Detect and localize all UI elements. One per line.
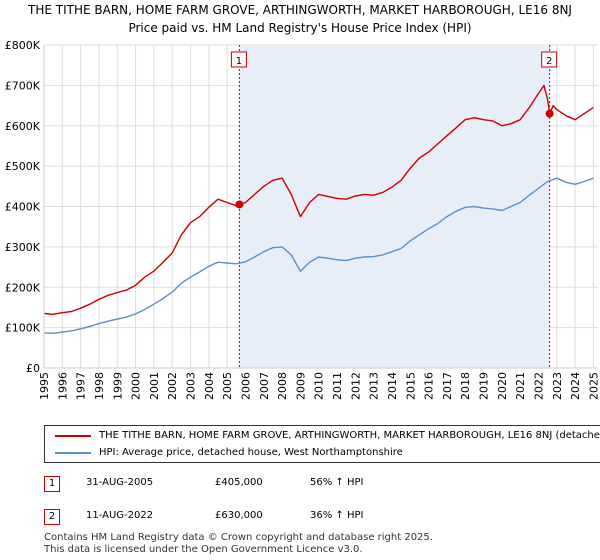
transaction-badge: 1 xyxy=(44,476,60,492)
x-tick-label: 2001 xyxy=(148,372,161,400)
chart-title: THE TITHE BARN, HOME FARM GROVE, ARTHING… xyxy=(28,3,572,17)
x-tick-label: 2008 xyxy=(276,372,289,400)
x-tick-label: 1997 xyxy=(75,372,88,400)
sale-point xyxy=(545,109,554,118)
y-tick-label: £300K xyxy=(5,241,41,254)
sale-badge xyxy=(230,51,247,68)
x-tick-label: 2013 xyxy=(368,372,381,400)
x-tick-label: 2011 xyxy=(331,372,344,400)
transaction-date: 31-AUG-2005 xyxy=(86,477,154,488)
x-tick-label: 2025 xyxy=(587,372,600,400)
hpi-line xyxy=(43,177,594,334)
x-tick-label: 2023 xyxy=(551,372,564,400)
x-tick-label: 2016 xyxy=(423,372,436,400)
y-tick-label: £600K xyxy=(5,120,41,133)
y-tick-label: £0 xyxy=(26,362,40,375)
legend: THE TITHE BARN, HOME FARM GROVE, ARTHING… xyxy=(44,425,600,463)
footer-licence: This data is licensed under the Open Gov… xyxy=(44,544,363,555)
sale-badge-label: 1 xyxy=(236,56,242,67)
x-tick-label: 2002 xyxy=(166,372,179,400)
x-tick-label: 2015 xyxy=(404,372,417,400)
x-tick-label: 2009 xyxy=(294,372,307,400)
x-tick-label: 2010 xyxy=(313,372,326,400)
x-tick-label: 2024 xyxy=(569,372,582,400)
x-tick-label: 1999 xyxy=(111,372,124,400)
property-price-line xyxy=(43,84,594,315)
sale-badge-label: 2 xyxy=(546,56,552,67)
x-tick-label: 2004 xyxy=(203,372,216,400)
legend-swatch-property xyxy=(55,435,91,437)
y-tick-label: £800K xyxy=(5,39,41,52)
x-tick-label: 2022 xyxy=(532,372,545,400)
y-tick-label: £400K xyxy=(5,201,41,214)
ownership-shade xyxy=(239,45,550,368)
legend-label-hpi: HPI: Average price, detached house, West… xyxy=(99,447,403,458)
legend-swatch-hpi xyxy=(55,452,91,454)
y-tick-label: £700K xyxy=(5,79,41,92)
x-tick-label: 2007 xyxy=(258,372,271,400)
x-tick-label: 2005 xyxy=(221,372,234,400)
transaction-badge: 2 xyxy=(44,509,60,525)
x-tick-label: 2021 xyxy=(514,372,527,400)
transaction-date: 11-AUG-2022 xyxy=(86,510,154,521)
sale-badge xyxy=(541,51,558,68)
x-tick-label: 1995 xyxy=(38,372,51,400)
x-tick-label: 2017 xyxy=(441,372,454,400)
sale-point xyxy=(235,200,244,209)
y-tick-label: £500K xyxy=(5,160,41,173)
x-tick-label: 2014 xyxy=(386,372,399,400)
x-tick-label: 2000 xyxy=(130,372,143,400)
y-tick-label: £100K xyxy=(5,322,41,335)
x-tick-label: 2012 xyxy=(349,372,362,400)
legend-label-property: THE TITHE BARN, HOME FARM GROVE, ARTHING… xyxy=(99,430,600,441)
x-tick-label: 2019 xyxy=(478,372,491,400)
x-tick-label: 1998 xyxy=(93,372,106,400)
transaction-price: £630,000 xyxy=(215,510,263,521)
legend-item-property: THE TITHE BARN, HOME FARM GROVE, ARTHING… xyxy=(45,428,600,444)
footer-copyright: Contains HM Land Registry data © Crown c… xyxy=(44,532,433,543)
y-tick-label: £200K xyxy=(5,281,41,294)
x-tick-label: 2020 xyxy=(496,372,509,400)
transaction-hpi: 36% ↑ HPI xyxy=(310,510,364,521)
line-chart: 1 2 £0 £100K £200K £300K £400K £500K £600K £700K… xyxy=(5,39,600,400)
x-tick-label: 2018 xyxy=(459,372,472,400)
chart-subtitle: Price paid vs. HM Land Registry's House … xyxy=(128,21,472,35)
x-tick-label: 2003 xyxy=(185,372,198,400)
transaction-hpi: 56% ↑ HPI xyxy=(310,477,364,488)
x-tick-label: 1996 xyxy=(56,372,69,400)
legend-item-hpi: HPI: Average price, detached house, West… xyxy=(45,445,600,461)
x-tick-label: 2006 xyxy=(239,372,252,400)
transaction-price: £405,000 xyxy=(215,477,263,488)
